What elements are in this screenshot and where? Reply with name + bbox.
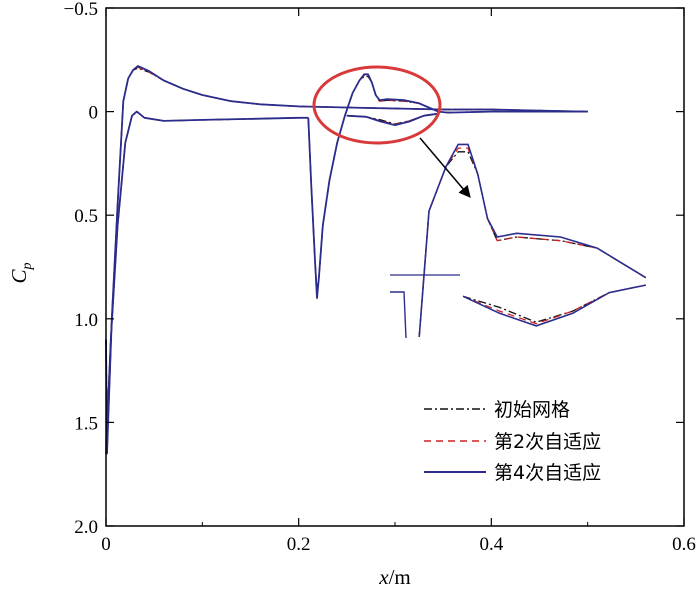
plot-lines	[105, 65, 588, 455]
series-0-upper-line	[105, 67, 588, 455]
y-tick-label: 0	[89, 103, 99, 124]
zoom-inset	[390, 143, 647, 339]
series-2-upper-line	[105, 65, 588, 455]
inset-series-0	[418, 151, 647, 338]
axis-titles: x/m Cp	[7, 262, 411, 589]
x-tick-label: 0	[101, 534, 111, 555]
inset-series-2-shock-line	[418, 143, 647, 338]
series-1-lower-line	[105, 110, 309, 448]
x-tick-label: 0.2	[287, 534, 311, 555]
legend-label-2: 第4次自适应	[494, 462, 601, 484]
inset-series-2-wake-lower-line	[462, 284, 646, 327]
series-1	[105, 66, 588, 455]
series-0-lower-line	[105, 110, 309, 444]
y-tick-label: 1.0	[74, 310, 98, 331]
y-tick-label: 1.5	[74, 413, 98, 434]
series-2-wake-lower-line	[346, 112, 439, 126]
y-tick-label: 0.5	[74, 206, 98, 227]
x-axis-title: x/m	[378, 565, 411, 589]
series-1-upper-line	[105, 66, 588, 455]
highlight-annotation	[312, 65, 471, 198]
inset-series-1-wake-lower-line	[462, 284, 646, 325]
series-2	[105, 65, 588, 455]
axis-ticks: 0 0.2 0.4 0.6 −0.5 0 0.5 1.0 1.5 2.0	[64, 0, 696, 555]
x-tick-label: 0.6	[672, 534, 696, 555]
legend-label-0: 初始网格	[494, 399, 570, 421]
y-axis-title: Cp	[7, 262, 35, 283]
inset-leading-edge-line	[390, 291, 407, 339]
series-0	[105, 67, 588, 455]
y-tick-label: −0.5	[64, 0, 98, 20]
y-tick-label: 2.0	[74, 517, 98, 538]
series-2-lower-line	[105, 110, 309, 454]
highlight-arrow	[419, 137, 471, 198]
inset-series-0-shock-line	[418, 151, 647, 338]
legend-label-1: 第2次自适应	[494, 431, 601, 453]
highlight-ellipse	[312, 65, 442, 145]
inset-series-2	[418, 143, 647, 338]
x-tick-label: 0.4	[479, 534, 503, 555]
